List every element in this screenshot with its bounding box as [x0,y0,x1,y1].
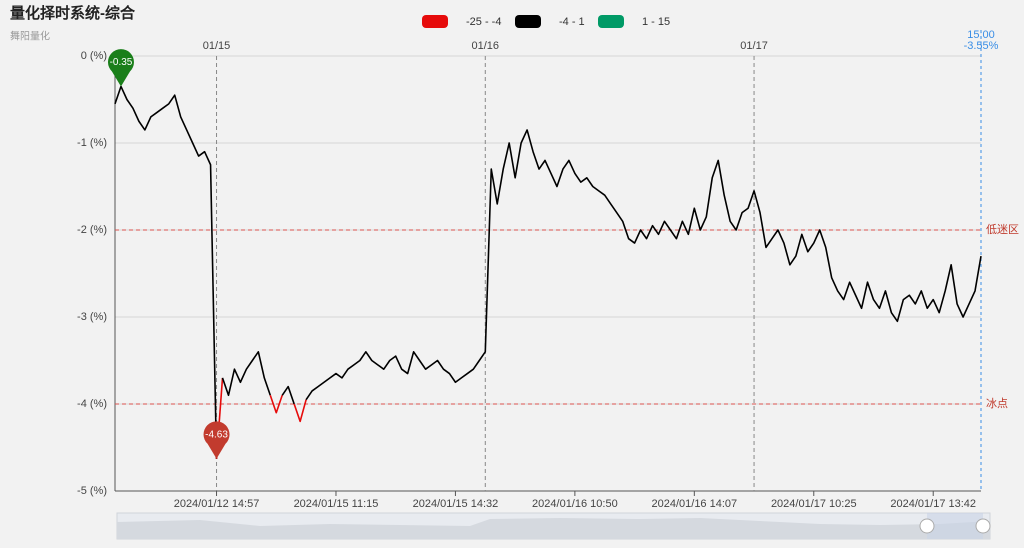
legend-swatch [422,15,448,28]
cursor-label: -3.55% [964,40,999,52]
zoom-window[interactable] [927,513,983,539]
y-tick-label: -3 (%) [77,311,107,323]
x-tick-label: 2024/01/12 14:57 [174,498,260,510]
series-line [269,395,283,414]
legend-label: 1 - 15 [642,16,670,28]
legend-swatch [598,15,624,28]
series-line [293,399,307,423]
chart-subtitle: 舞阳量化 [10,30,50,43]
threshold-label: 冰点 [986,397,1008,410]
series-line [305,129,982,401]
mark-label: -0.35 [110,57,133,68]
legend-label: -25 - -4 [466,16,501,28]
mark-pin [203,421,230,459]
mark-label: -4.63 [205,429,228,440]
x-tick-label: 2024/01/17 13:42 [890,498,976,510]
chart-title: 量化择时系统-综合 [10,4,136,22]
x-tick-label: 2024/01/15 11:15 [294,498,379,510]
series-line [221,351,272,397]
y-tick-label: -5 (%) [77,485,107,497]
data-zoom[interactable] [116,512,991,540]
top-tick-label: 01/16 [472,40,500,52]
y-tick-label: -1 (%) [77,137,107,149]
cursor-label: 15:00 [967,29,995,41]
zoom-handle[interactable] [975,518,991,534]
mark-point: -0.35 [107,49,134,87]
y-tick-label: 0 (%) [81,50,107,62]
y-tick-label: -4 (%) [77,398,107,410]
zoom-area [117,518,990,539]
legend-swatch [515,15,541,28]
top-tick-label: 01/15 [203,40,231,52]
mark-point: -4.63 [203,421,230,459]
series-line [114,85,218,459]
mark-pin [107,49,134,87]
x-tick-label: 2024/01/16 10:50 [532,498,618,510]
top-tick-label: 01/17 [740,40,768,52]
zoom-handle[interactable] [919,518,935,534]
x-tick-label: 2024/01/17 10:25 [771,498,857,510]
x-tick-label: 2024/01/16 14:07 [652,498,738,510]
legend-label: -4 - 1 [559,16,585,28]
y-tick-label: -2 (%) [77,224,107,236]
threshold-label: 低迷区 [986,223,1019,236]
series-line [281,385,295,405]
x-tick-label: 2024/01/15 14:32 [413,498,499,510]
